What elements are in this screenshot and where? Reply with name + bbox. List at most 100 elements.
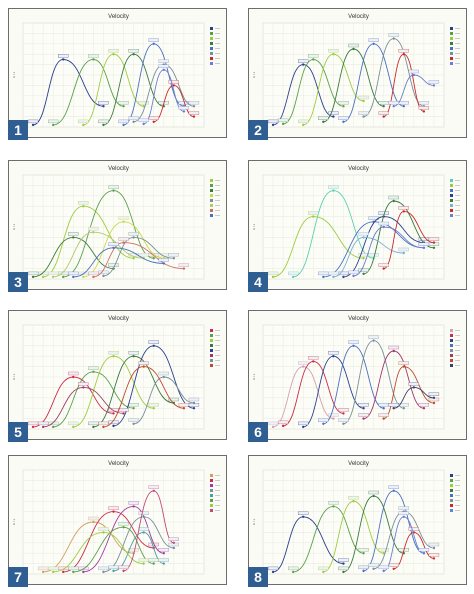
data-point: [312, 58, 315, 61]
data-point: [102, 123, 105, 127]
data-point: [92, 370, 95, 373]
data-point: [402, 365, 405, 368]
chart-panel-2: Velocity m / s: [248, 8, 467, 138]
data-label-box: [68, 566, 79, 571]
legend-swatch: [210, 47, 213, 50]
data-point: [72, 375, 75, 379]
legend-swatch: [450, 57, 453, 60]
data-point: [362, 236, 365, 239]
data-label-box: [88, 516, 99, 521]
data-point: [112, 189, 115, 192]
legend-swatch: [210, 32, 213, 35]
chart-panel-6: Velocity m / s: [248, 310, 467, 440]
legend-swatch: [210, 214, 213, 217]
data-label-box: [398, 49, 409, 53]
data-label-box: [118, 522, 129, 526]
data-label-box: [108, 242, 119, 246]
legend-swatch: [450, 37, 453, 40]
data-point: [302, 425, 305, 429]
legend-swatch: [210, 499, 213, 502]
data-point: [41, 275, 45, 279]
data-label-box: [388, 485, 399, 489]
data-point: [382, 552, 385, 555]
data-point: [82, 205, 85, 208]
data-label-box: [188, 397, 200, 402]
data-label-box: [328, 501, 339, 505]
data-label-box: [348, 270, 359, 275]
data-label-box: [308, 356, 319, 360]
data-point: [31, 425, 35, 429]
data-point: [372, 339, 375, 342]
data-point: [382, 267, 385, 270]
data-label-box: [158, 558, 169, 562]
data-point: [102, 570, 105, 574]
data-point: [392, 349, 395, 353]
data-point: [72, 236, 75, 239]
chart-title: Velocity: [108, 166, 129, 172]
data-point: [112, 412, 115, 415]
data-label-box: [408, 527, 419, 531]
data-label-box: [358, 548, 369, 552]
data-point: [312, 215, 315, 218]
data-label-box: [148, 38, 159, 42]
data-point: [352, 274, 355, 278]
data-point: [182, 407, 186, 410]
data-point: [132, 505, 135, 508]
legend-swatch: [210, 189, 213, 192]
data-point: [271, 123, 275, 127]
data-point: [342, 275, 345, 279]
data-label-box: [118, 216, 129, 220]
data-point: [291, 275, 295, 279]
data-label-box: [398, 511, 409, 515]
data-point: [302, 63, 305, 66]
data-point: [392, 489, 395, 492]
legend-swatch: [450, 194, 453, 197]
data-label-box: [98, 101, 109, 105]
data-point: [362, 99, 365, 103]
data-label-box: [267, 421, 279, 426]
data-point: [332, 505, 335, 508]
legend-swatch: [210, 184, 213, 187]
data-label-box: [128, 403, 139, 407]
data-label-box: [328, 111, 339, 115]
data-label-box: [267, 271, 279, 276]
data-point: [162, 262, 165, 265]
legend-swatch: [450, 494, 453, 497]
data-point: [312, 360, 315, 363]
legend-swatch: [210, 474, 213, 477]
legend-swatch: [210, 344, 213, 347]
data-label-box: [298, 361, 309, 365]
data-label-box: [138, 253, 149, 257]
data-label-box: [318, 271, 329, 276]
chart-panel-1: Velocity m / s: [8, 8, 227, 138]
data-label-box: [118, 408, 129, 412]
y-axis-label: m / s: [12, 223, 16, 230]
data-label-box: [318, 418, 329, 422]
data-label-box: [37, 421, 49, 426]
data-point: [422, 110, 426, 113]
chart-panel-5: Velocity m / s: [8, 310, 227, 440]
data-point: [342, 120, 345, 124]
data-point: [132, 120, 135, 124]
data-label-box: [338, 408, 349, 412]
data-label-box: [98, 119, 109, 124]
data-label-box: [388, 563, 399, 567]
data-label-box: [138, 558, 149, 562]
data-label-box: [358, 111, 369, 115]
data-point: [122, 105, 125, 108]
data-label-box: [108, 185, 119, 189]
legend-swatch: [450, 484, 453, 487]
data-label-box: [378, 403, 389, 407]
data-label-box: [388, 33, 399, 37]
chart-panel-4: Velocity m / s: [248, 160, 467, 290]
data-point: [62, 58, 65, 61]
data-point: [162, 562, 165, 565]
legend-swatch: [450, 489, 453, 492]
data-point: [392, 37, 395, 40]
legend-swatch: [450, 364, 453, 367]
data-label-box: [118, 565, 129, 570]
data-label-box: [48, 271, 59, 276]
data-label-box: [27, 421, 39, 426]
data-label-box: [27, 119, 39, 124]
legend-swatch: [450, 474, 453, 477]
